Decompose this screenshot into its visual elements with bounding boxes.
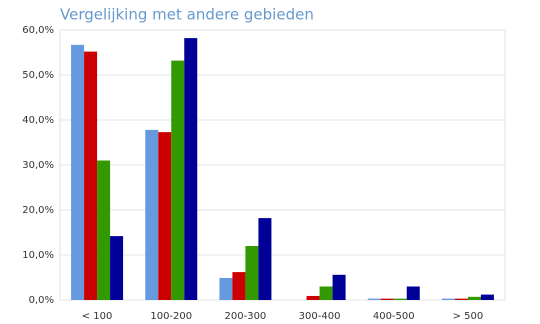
- y-tick-label: 0,0%: [29, 295, 54, 306]
- bar: [158, 132, 172, 300]
- y-tick-label: 20,0%: [22, 205, 54, 216]
- bar: [393, 298, 407, 300]
- bar: [184, 38, 198, 300]
- bar: [306, 295, 320, 300]
- bar: [245, 246, 259, 300]
- bar: [380, 298, 394, 300]
- x-tick-label: 300-400: [299, 311, 341, 320]
- chart-title: Vergelijking met andere gebieden: [60, 6, 314, 24]
- bar: [441, 298, 455, 300]
- bar: [171, 60, 185, 300]
- y-tick-label: 60,0%: [22, 25, 54, 36]
- x-tick-label: 100-200: [150, 311, 192, 320]
- bar: [110, 236, 124, 300]
- bar: [71, 44, 85, 300]
- bar: [319, 286, 333, 300]
- bar: [145, 129, 159, 300]
- x-tick-label: 200-300: [225, 311, 267, 320]
- bar: [332, 274, 346, 300]
- bar: [367, 298, 381, 300]
- y-tick-label: 30,0%: [22, 160, 54, 171]
- bar: [480, 294, 494, 300]
- x-tick-label: 400-500: [373, 311, 415, 320]
- bar: [454, 298, 468, 300]
- bar: [219, 277, 233, 300]
- x-tick-label: > 500: [453, 311, 484, 320]
- bar: [258, 218, 272, 300]
- x-tick-label: < 100: [82, 311, 113, 320]
- bar: [97, 160, 111, 300]
- bar: [406, 286, 420, 300]
- y-tick-label: 40,0%: [22, 115, 54, 126]
- y-tick-label: 10,0%: [22, 250, 54, 261]
- bar: [232, 272, 246, 300]
- bar: [467, 296, 481, 300]
- y-tick-label: 50,0%: [22, 70, 54, 81]
- bar: [84, 51, 98, 300]
